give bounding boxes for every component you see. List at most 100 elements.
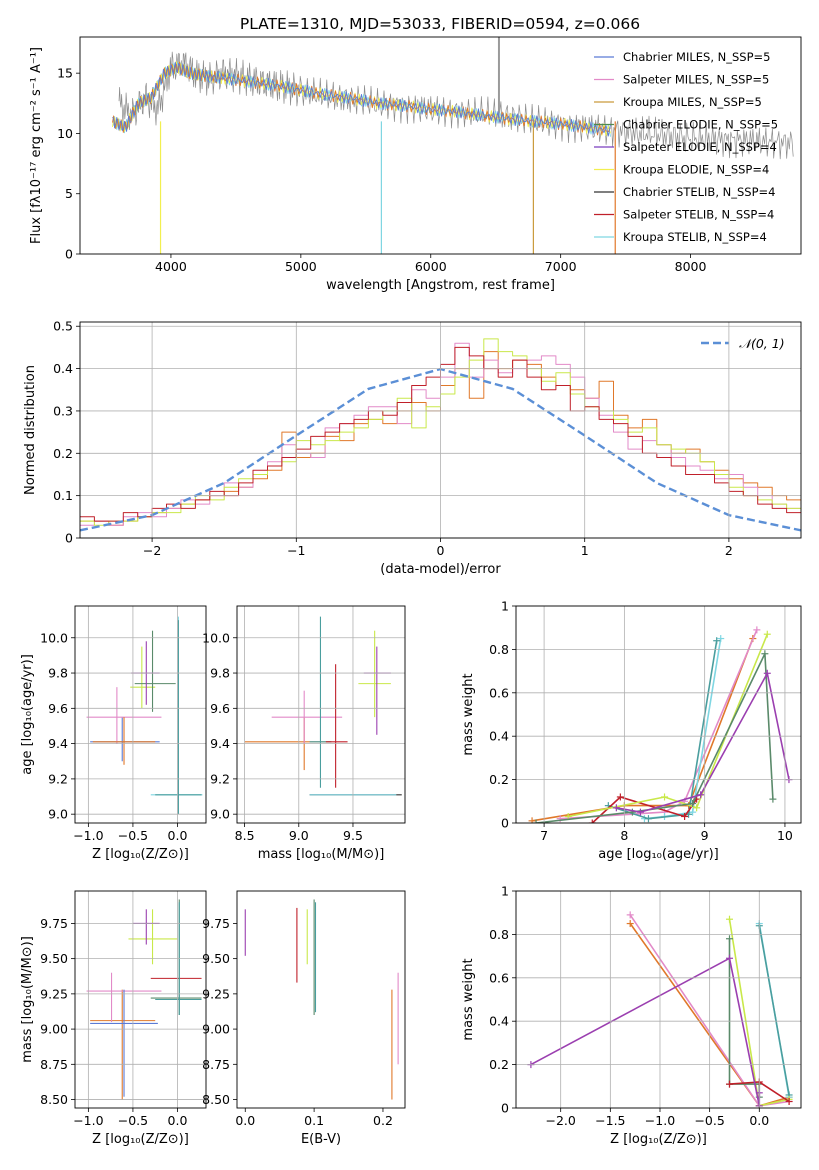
legend-label: Chabrier STELIB, N_SSP=4 <box>623 185 775 199</box>
plots-group: Chabrier MILES, N_SSP=5 Salpeter MILES, N… <box>20 36 802 1147</box>
y-tick-label: 9.2 <box>48 771 68 786</box>
chart-weight_vs_Z: −2.0 −1.5 −1.0 −0.5 0.0 0 0.2 0.4 0.6 0.8 1 Z [log₁… <box>461 884 802 1147</box>
plot-area <box>112 37 794 254</box>
x-tick-label: 0.0 <box>235 1113 255 1128</box>
axes-frame <box>74 890 207 1109</box>
weight-series <box>758 925 790 1096</box>
histogram-series <box>80 346 801 522</box>
legend-label: Chabrier MILES, N_SSP=5 <box>623 50 770 64</box>
legend-label: Salpeter ELODIE, N_SSP=4 <box>623 140 777 154</box>
x-tick-label: 8.5 <box>235 828 255 843</box>
x-tick-label: 8000 <box>675 259 707 274</box>
x-tick-label: 0.1 <box>304 1113 324 1128</box>
x-tick-label: 9 <box>701 828 709 843</box>
y-tick-label: 0.6 <box>489 970 509 985</box>
chart-weight_vs_age: 7 8 9 10 0 0.2 0.4 0.6 0.8 1 age [log₁₀(age/yr)] ma… <box>461 599 802 862</box>
x-tick-label: 5000 <box>285 259 317 274</box>
plot-area <box>80 338 801 532</box>
chart-age_vs_mass: 8.5 9.0 9.5 9.0 9.2 9.4 9.6 9.8 10.0 mass [log₁₀(… <box>202 605 406 862</box>
x-tick-label: 8 <box>620 828 628 843</box>
chart-spectrum: Chabrier MILES, N_SSP=5 Salpeter MILES, N… <box>29 36 802 293</box>
y-tick-label: 10 <box>57 126 73 141</box>
x-axis-label: Z [log₁₀(Z/Z⊙)] <box>610 1132 707 1147</box>
x-tick-label: 4000 <box>155 259 187 274</box>
y-axis-label: Normed distribution <box>23 365 38 495</box>
plot-area <box>86 899 202 1100</box>
x-tick-label: 0 <box>437 543 445 558</box>
x-tick-label: 1 <box>581 543 589 558</box>
chart-residuals: 𝒩(0, 1) −2 −1 0 1 2 0 0.1 0.2 0.3 0.4 0.5 (data-mode… <box>23 319 802 577</box>
y-tick-label: 0 <box>65 531 73 546</box>
y-tick-label: 0 <box>65 247 73 262</box>
axes-frame <box>79 36 802 255</box>
legend-label: Kroupa STELIB, N_SSP=4 <box>623 230 767 244</box>
y-tick-label: 9.25 <box>202 986 230 1001</box>
y-tick-label: 0.8 <box>489 927 509 942</box>
y-axis-label: mass weight <box>461 673 476 755</box>
y-tick-label: 0.2 <box>53 446 73 461</box>
y-tick-label: 0.4 <box>489 1014 509 1029</box>
y-tick-label: 9.4 <box>210 736 230 751</box>
x-tick-label: −0.5 <box>118 828 148 843</box>
y-tick-label: 8.50 <box>40 1092 68 1107</box>
y-tick-label: 0.2 <box>489 1057 509 1072</box>
x-tick-label: 7000 <box>545 259 577 274</box>
x-axis-label: wavelength [Angstrom, rest frame] <box>326 278 555 293</box>
y-tick-label: 9.50 <box>202 951 230 966</box>
plot-area <box>528 626 793 823</box>
axes-frame <box>236 890 406 1109</box>
x-tick-label: −1 <box>287 543 305 558</box>
model-spectrum <box>112 61 611 137</box>
weight-series <box>644 638 722 820</box>
histogram-series <box>80 338 801 526</box>
y-tick-label: 8.75 <box>202 1057 230 1072</box>
y-tick-label: 9.0 <box>210 807 230 822</box>
y-tick-label: 0.2 <box>489 772 509 787</box>
y-tick-label: 9.75 <box>40 916 68 931</box>
y-tick-label: 9.8 <box>210 666 230 681</box>
y-tick-label: 10.0 <box>202 630 230 645</box>
y-tick-label: 0.4 <box>53 361 73 376</box>
legend-label: 𝒩(0, 1) <box>739 336 785 351</box>
y-tick-label: 0.6 <box>489 685 509 700</box>
y-tick-label: 9.25 <box>40 986 68 1001</box>
y-tick-label: 9.00 <box>202 1022 230 1037</box>
y-tick-label: 0.3 <box>53 403 73 418</box>
legend-label: Salpeter STELIB, N_SSP=4 <box>623 208 774 222</box>
plot-area <box>244 899 399 1100</box>
x-tick-label: 10 <box>777 828 793 843</box>
plot-area <box>244 616 402 796</box>
y-tick-label: 9.6 <box>210 701 230 716</box>
x-axis-label: E(B-V) <box>301 1132 341 1147</box>
y-tick-label: 8.50 <box>202 1092 230 1107</box>
x-tick-label: −0.5 <box>118 1113 148 1128</box>
chart-mass_vs_Z: −1.0 −0.5 0.0 8.50 8.75 9.00 9.25 9.50 9.75 Z [lo… <box>20 890 207 1147</box>
legend-label: Kroupa MILES, N_SSP=5 <box>623 95 762 109</box>
y-axis-label: mass weight <box>461 958 476 1040</box>
y-tick-label: 9.6 <box>48 701 68 716</box>
x-axis-label: (data-model)/error <box>380 562 501 577</box>
y-tick-label: 0.8 <box>489 642 509 657</box>
y-tick-label: 1 <box>501 599 509 614</box>
y-axis-label: mass [log₁₀(M/M⊙)] <box>20 936 35 1063</box>
x-tick-label: −1.0 <box>73 828 103 843</box>
y-tick-label: 9.4 <box>48 736 68 751</box>
y-tick-label: 9.50 <box>40 951 68 966</box>
weight-series <box>591 796 698 823</box>
y-tick-label: 9.2 <box>210 771 230 786</box>
y-tick-label: 0 <box>501 816 509 831</box>
x-tick-label: 9.5 <box>343 828 363 843</box>
y-tick-label: 9.75 <box>202 916 230 931</box>
x-tick-label: −1.0 <box>73 1113 103 1128</box>
legend-label: Salpeter MILES, N_SSP=5 <box>623 73 769 87</box>
histogram-series <box>80 351 801 526</box>
x-tick-label: −1.0 <box>645 1113 675 1128</box>
x-tick-label: 0.0 <box>749 1113 769 1128</box>
y-tick-label: 9.8 <box>48 666 68 681</box>
y-tick-label: 8.75 <box>40 1057 68 1072</box>
legend-label: Kroupa ELODIE, N_SSP=4 <box>623 163 769 177</box>
y-tick-label: 10.0 <box>40 630 68 645</box>
x-tick-label: 0.0 <box>168 828 188 843</box>
x-tick-label: −2.0 <box>546 1113 576 1128</box>
